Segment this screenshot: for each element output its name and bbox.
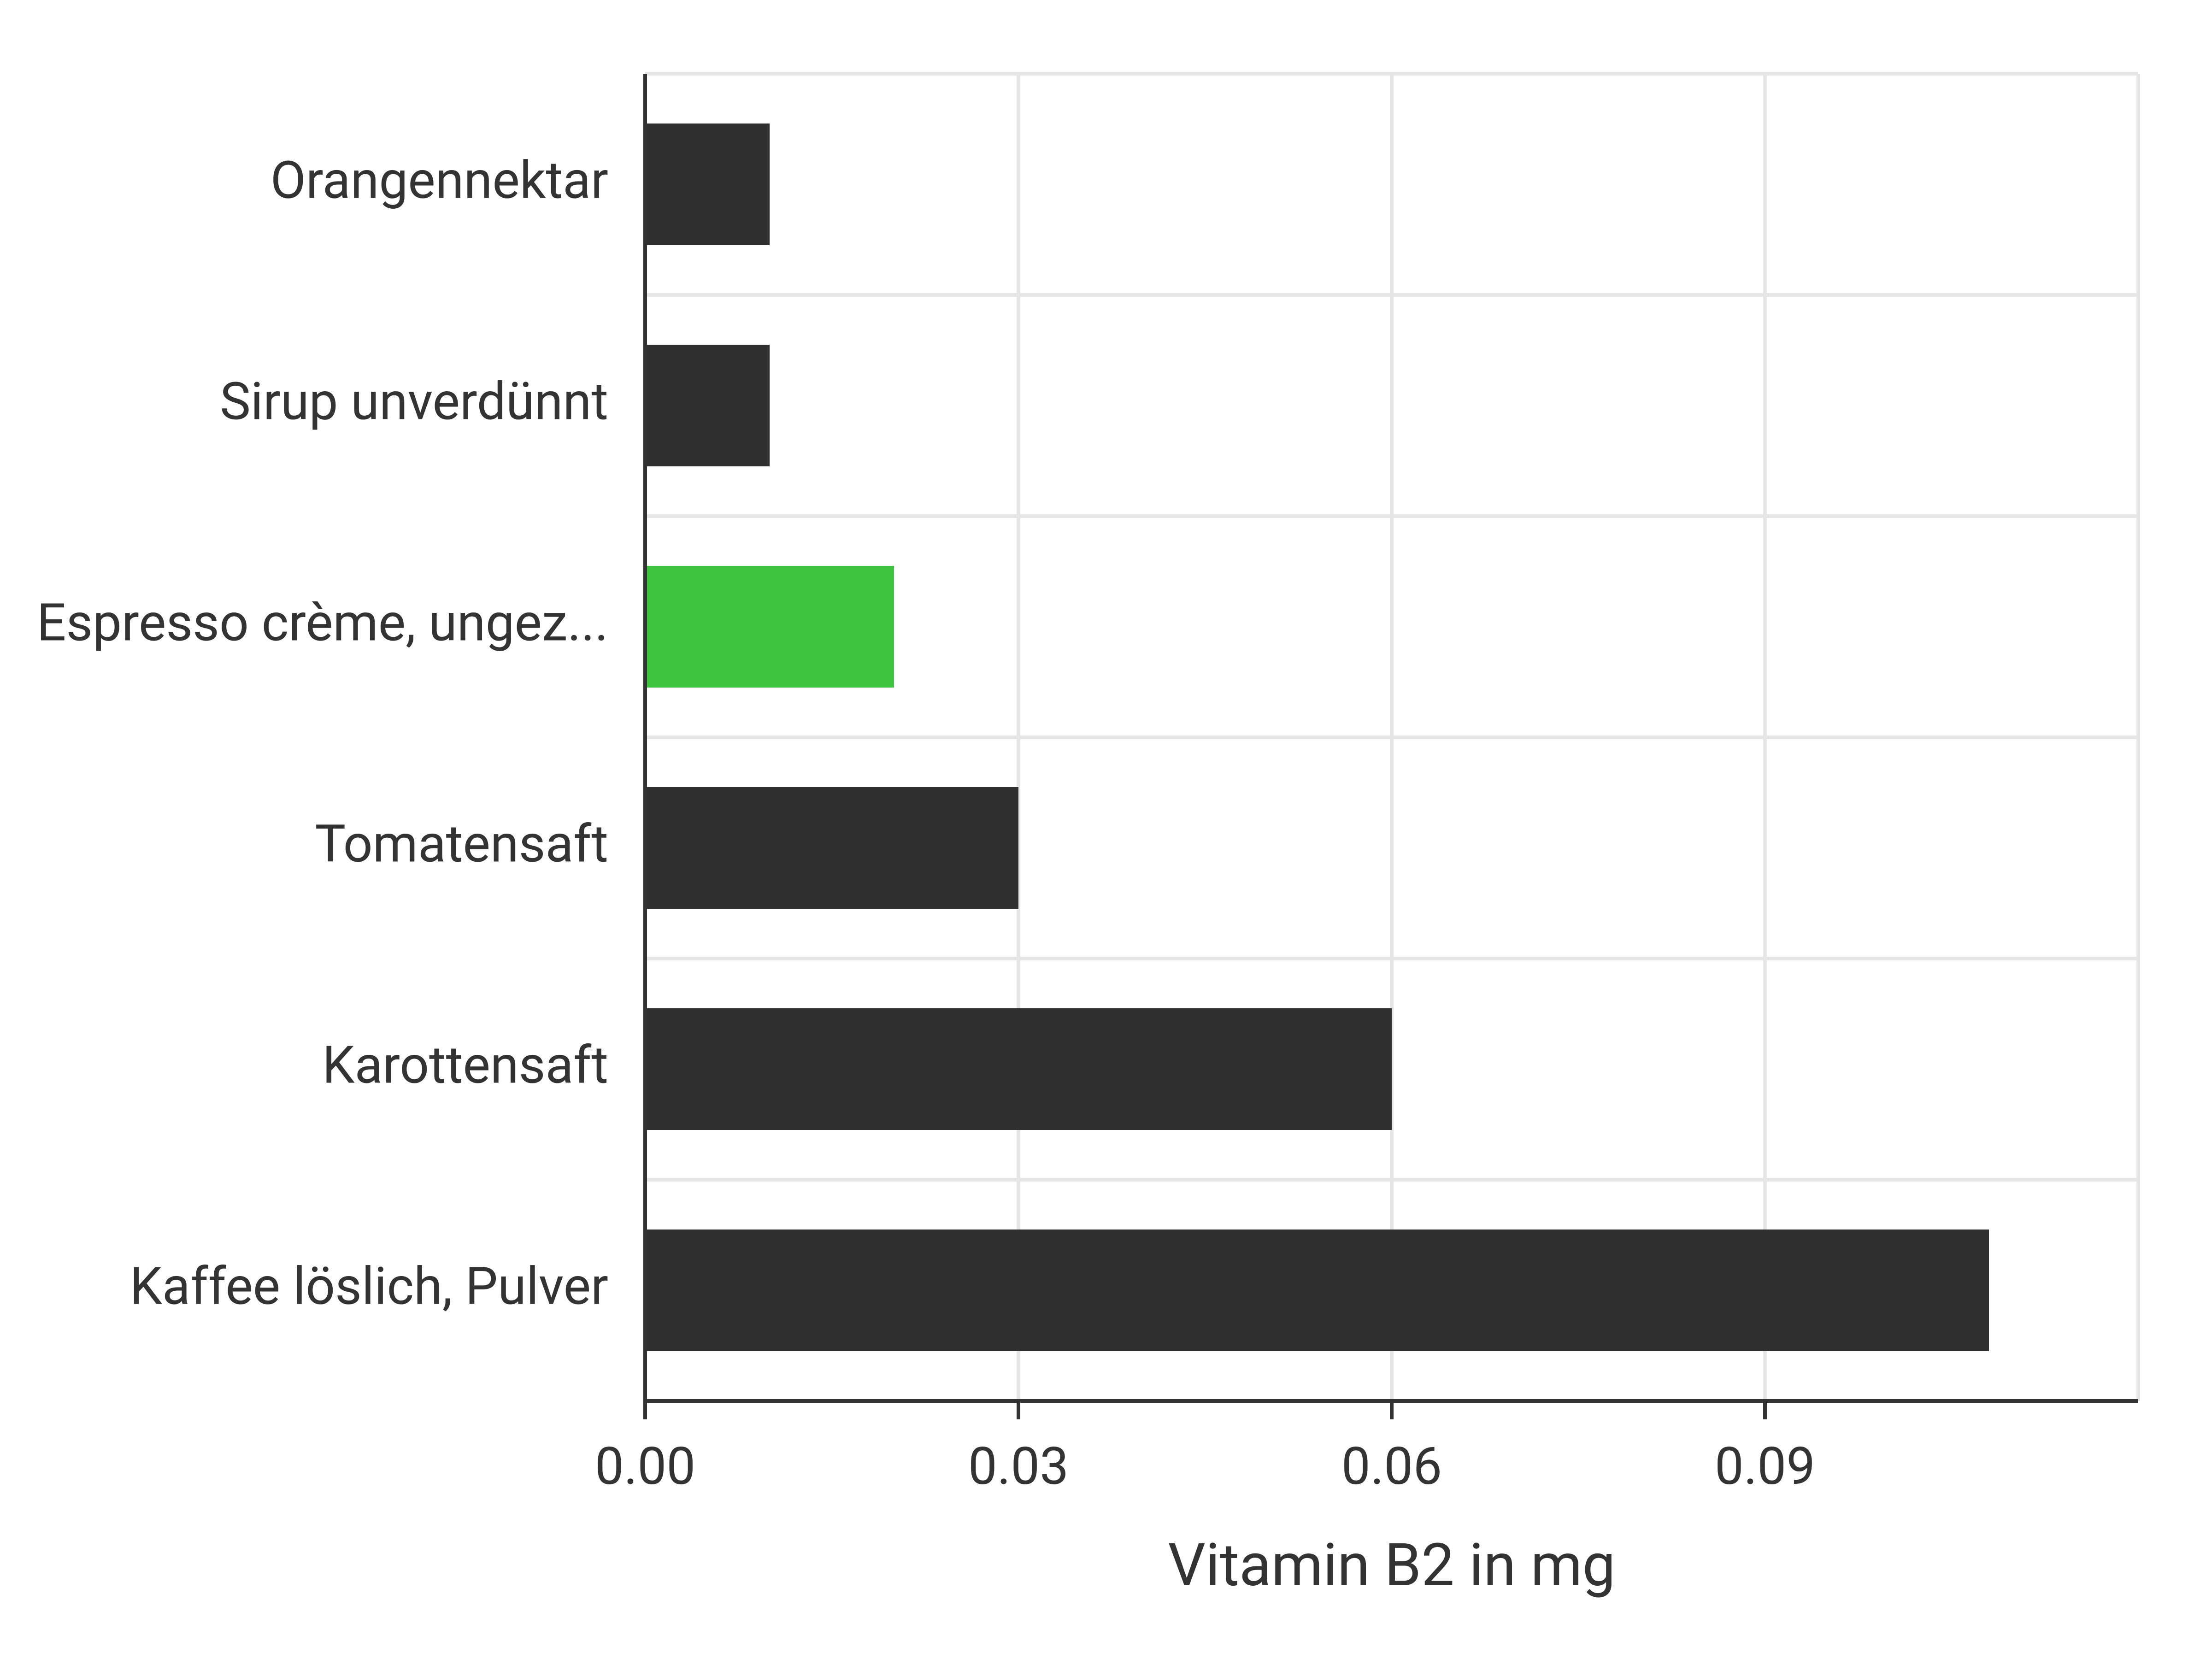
x-tick-label: 0.00	[595, 1436, 695, 1497]
bar	[645, 566, 894, 688]
x-tick-label: 0.03	[968, 1436, 1069, 1497]
chart-container: Orangennektar Sirup unverdünnt Espresso cr…	[0, 0, 2212, 1659]
y-tick-label: Espresso crème, ungez...	[37, 593, 608, 653]
y-tick-label: Karottensaft	[322, 1035, 608, 1096]
y-tick-label: Tomatensaft	[315, 814, 608, 875]
x-tick-label: 0.09	[1715, 1436, 1815, 1497]
y-tick-label: Kaffee löslich, Pulver	[130, 1257, 608, 1317]
x-tick-label: 0.06	[1341, 1436, 1442, 1497]
y-tick-label: Sirup unverdünnt	[220, 372, 608, 432]
x-axis-label: Vitamin B2 in mg	[1168, 1531, 1615, 1600]
y-tick-label: Orangennektar	[271, 151, 608, 211]
bar	[645, 787, 1018, 909]
bar	[645, 345, 770, 466]
bar	[645, 124, 770, 245]
bar	[645, 1008, 1392, 1130]
bar	[645, 1230, 1989, 1351]
vitamin-b2-bar-chart: Orangennektar Sirup unverdünnt Espresso cr…	[0, 0, 2212, 1659]
